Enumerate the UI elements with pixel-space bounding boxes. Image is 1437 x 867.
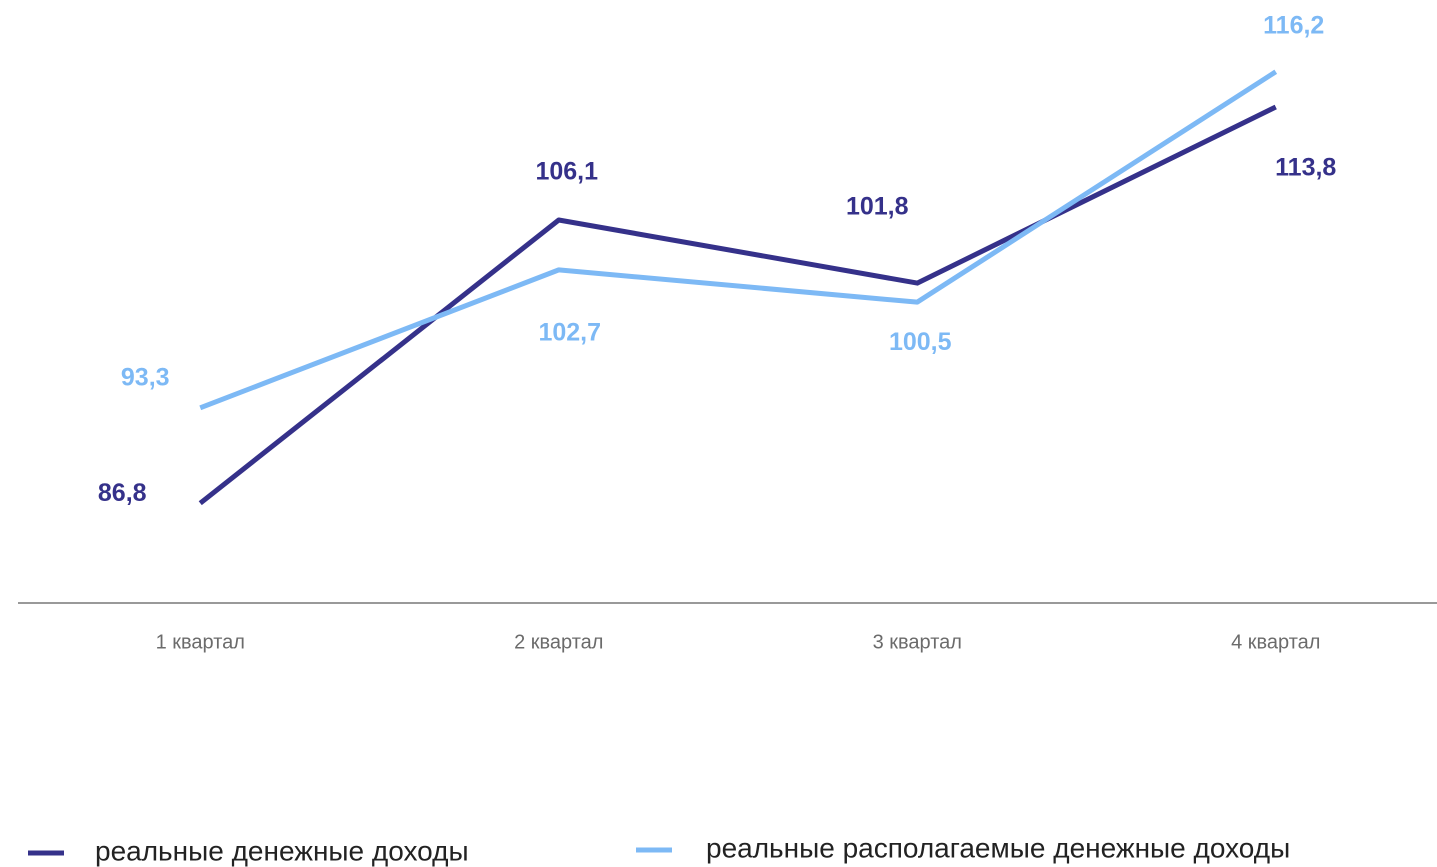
data-label: 116,2 xyxy=(1263,11,1324,39)
x-tick-label: 1 квартал xyxy=(156,631,245,653)
series-line xyxy=(198,104,1277,506)
x-tick-label: 4 квартал xyxy=(1231,631,1320,653)
data-label: 106,1 xyxy=(535,158,598,186)
data-label: 86,8 xyxy=(98,479,147,507)
data-label: 93,3 xyxy=(121,363,170,391)
data-label: 113,8 xyxy=(1275,154,1336,182)
x-tick-label: 2 квартал xyxy=(514,631,603,653)
data-label: 102,7 xyxy=(538,318,601,346)
data-label: 101,8 xyxy=(846,193,909,221)
data-label: 100,5 xyxy=(889,328,952,356)
legend-label: реальные денежные доходы xyxy=(95,835,469,866)
legend-label: реальные располагаемые денежные доходы xyxy=(706,832,1290,863)
x-tick-label: 3 квартал xyxy=(873,631,962,653)
series-line xyxy=(199,69,1278,411)
